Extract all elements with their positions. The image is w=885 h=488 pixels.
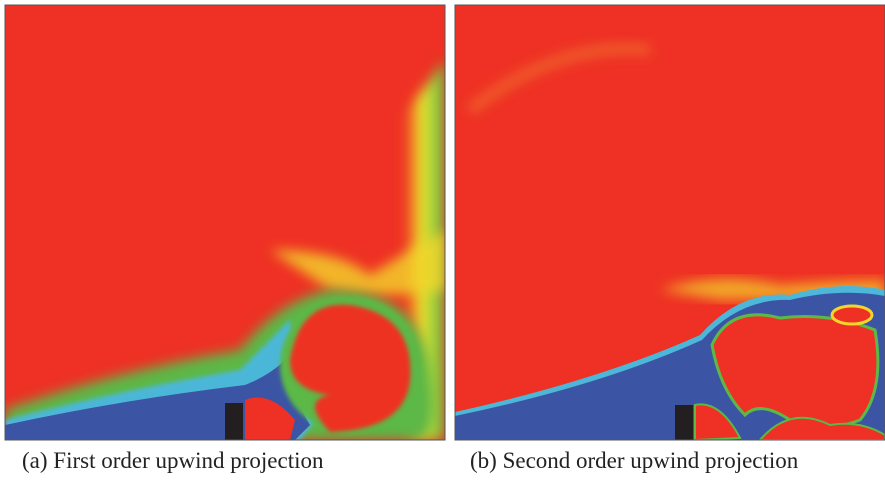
faint-streak (466, 43, 651, 114)
panels (4, 4, 885, 441)
wake-cell (245, 397, 295, 440)
vortex-core (290, 304, 411, 432)
wake-cell (758, 416, 885, 440)
caption: (a) First order upwind projection (22, 448, 324, 473)
obstacle (225, 403, 243, 440)
wake-cell (694, 403, 742, 440)
vortex-core (710, 313, 880, 429)
panel-b-frame (454, 4, 885, 441)
caption: (b) Second order upwind projection (470, 448, 799, 473)
obstacle (675, 405, 693, 440)
panel-b (455, 5, 885, 440)
mixing-plume (270, 230, 445, 295)
panel-a-frame (4, 4, 446, 441)
panel-a (5, 5, 445, 440)
secondary-vortex (830, 304, 874, 326)
